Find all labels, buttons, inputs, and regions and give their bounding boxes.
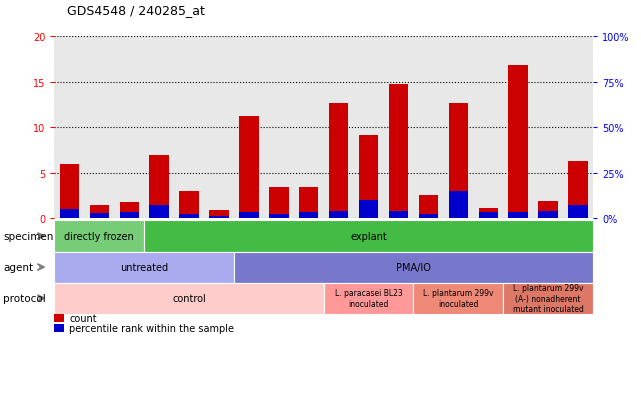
Text: PMA/IO: PMA/IO: [396, 262, 431, 273]
Text: directly frozen: directly frozen: [65, 231, 134, 242]
Text: untreated: untreated: [120, 262, 169, 273]
Bar: [478, 213, 498, 219]
Bar: [90, 205, 109, 219]
Text: L. plantarum 299v
(A-) nonadherent
mutant inoculated: L. plantarum 299v (A-) nonadherent mutan…: [513, 284, 583, 313]
Text: explant: explant: [350, 231, 387, 242]
Bar: [478, 209, 498, 219]
Text: protocol: protocol: [3, 293, 46, 304]
Text: GDS4548 / 240285_at: GDS4548 / 240285_at: [67, 4, 205, 17]
Bar: [120, 202, 139, 219]
Bar: [149, 155, 169, 219]
Text: control: control: [172, 293, 206, 304]
Bar: [60, 164, 79, 219]
Bar: [299, 187, 319, 219]
Bar: [209, 211, 229, 219]
Bar: [269, 188, 288, 219]
Bar: [299, 213, 319, 219]
Bar: [269, 214, 288, 219]
Bar: [179, 192, 199, 219]
Text: specimen: specimen: [3, 231, 54, 242]
Bar: [508, 66, 528, 219]
Bar: [419, 214, 438, 219]
Bar: [388, 84, 408, 219]
Bar: [508, 213, 528, 219]
Text: L. paracasei BL23
inoculated: L. paracasei BL23 inoculated: [335, 289, 403, 308]
Bar: [209, 216, 229, 219]
Text: percentile rank within the sample: percentile rank within the sample: [69, 323, 234, 333]
Bar: [120, 213, 139, 219]
Bar: [538, 211, 558, 219]
Bar: [419, 195, 438, 219]
Bar: [60, 210, 79, 219]
Bar: [569, 161, 588, 219]
Bar: [149, 205, 169, 219]
Bar: [538, 202, 558, 219]
Bar: [359, 201, 378, 219]
Text: agent: agent: [3, 262, 33, 273]
Text: count: count: [69, 313, 97, 323]
Bar: [179, 214, 199, 219]
Bar: [449, 192, 468, 219]
Bar: [449, 104, 468, 219]
Bar: [90, 214, 109, 219]
Bar: [239, 117, 259, 219]
Bar: [239, 213, 259, 219]
Bar: [329, 211, 349, 219]
Text: L. plantarum 299v
inoculated: L. plantarum 299v inoculated: [423, 289, 494, 308]
Bar: [388, 211, 408, 219]
Bar: [359, 135, 378, 219]
Bar: [569, 205, 588, 219]
Bar: [329, 104, 349, 219]
